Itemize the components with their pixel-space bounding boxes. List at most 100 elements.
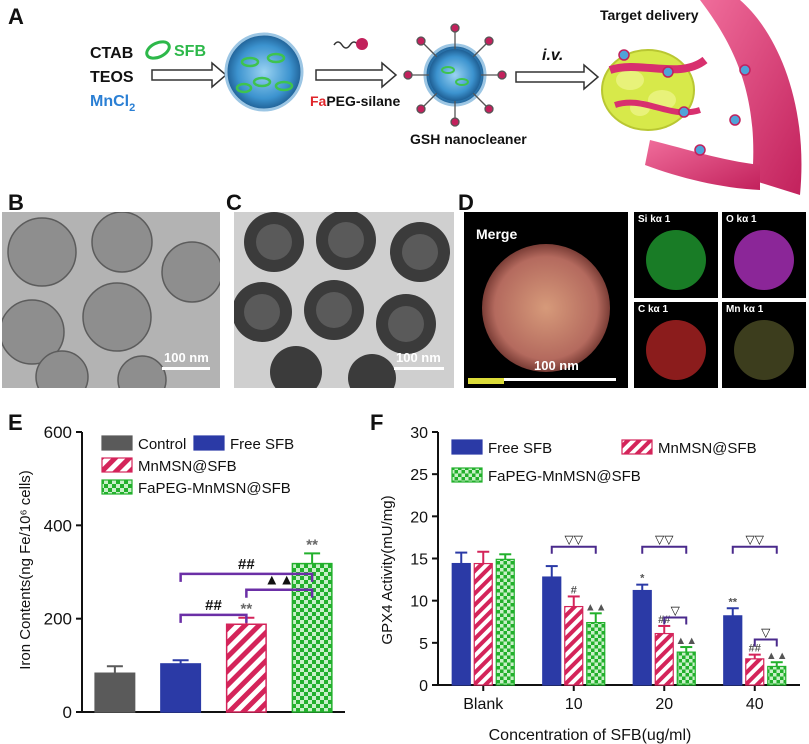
merge-label: Merge [476,226,518,242]
tem-c-scale-label: 100 nm [396,350,441,365]
chart-e-bracket-label: ## [238,556,255,573]
tem-image-b: 100 nm [2,212,220,388]
chart-f-legend-label: MnMSN@SFB [658,440,757,457]
blood-vessel-tumor-icon [601,0,802,195]
chart-f-xtick-label: Blank [463,696,504,713]
chart-e-significance: ** [241,601,253,618]
chart-f-bar [767,665,787,686]
chart-f-ytick-label: 15 [410,552,428,569]
chart-f-ytick-label: 10 [410,594,428,611]
chart-e-legend-swatch [193,435,225,451]
chart-f-significance: ▲▲ [766,650,788,662]
chart-e-ytick-label: 400 [44,516,72,535]
tem-image-c: 100 nm [234,212,454,388]
chart-f-legend-label: FaPEG-MnMSN@SFB [488,468,641,485]
chart-e-legend-label: Control [138,436,186,453]
chart-f-legend-swatch [621,439,653,455]
tem-image-b-particles [2,212,220,388]
chart-f-significance: # [571,584,577,596]
tem-b-scale-label: 100 nm [164,350,209,365]
reagent-teos: TEOS [90,69,134,86]
chart-f-bar [654,632,674,686]
eds-map-si: Si kα 1 [634,212,718,298]
chart-f-bracket-label: ▽▽ [565,533,584,547]
injection-arrow-icon [515,63,600,91]
chart-e-legend-label: MnMSN@SFB [138,458,237,475]
chart-e-significance: ** [306,536,318,553]
chart-e-ytick-label: 0 [63,703,72,722]
map-mn-label: Mn kα 1 [726,304,764,315]
map-c-label: C kα 1 [638,304,669,315]
synthesis-arrow-1-icon [151,61,228,89]
chart-e-ylabel: Iron Contents(ng Fe/10⁶ cells) [17,470,34,670]
chart-f-bracket [641,545,688,554]
tem-b-scalebar [162,367,210,370]
chart-f-xtick-label: 20 [655,696,673,713]
chart-e-bracket-label: ## [205,597,222,614]
chart-f-significance: ** [728,596,737,608]
fapeg-silane-label: FaPEG-silane [310,93,400,109]
map-o-label: O kα 1 [726,214,757,225]
chart-e-bar [94,672,136,713]
chart-f-legend-swatch [451,467,483,483]
chart-f-ytick-label: 0 [419,678,428,695]
panel-label-c: C [226,190,242,215]
chart-f-bracket [550,545,597,554]
chart-f-legend-label: Free SFB [488,440,552,457]
iron-content-chart: Iron Contents(ng Fe/10⁶ cells) 0 200 400 60… [17,423,345,722]
chart-f-bracket [753,638,778,647]
chart-e-legend-swatch [101,435,133,451]
chart-e-legend-label: FaPEG-MnMSN@SFB [138,480,291,497]
chart-e-bracket-label: ▲▲ [264,572,294,589]
eds-map-o: O kα 1 [722,212,806,298]
chart-f-bar [632,589,652,686]
chart-f-bracket [663,616,688,625]
chart-f-bar [564,605,584,686]
chart-f-bar [723,615,743,686]
chart-f-xtick-label: 10 [565,696,583,713]
chart-f-xtick-label: 40 [746,696,764,713]
chart-f-bracket-label: ▽▽ [655,533,674,547]
merge-scale-label: 100 nm [534,358,579,373]
chart-f-bracket-label: ▽ [671,604,681,618]
reagent-mncl2: MnCl2 [90,93,135,114]
eds-merge-image: Merge 100 nm [464,212,628,388]
chart-e-ytick-label: 200 [44,610,72,629]
chart-f-xlabel: Concentration of SFB(ug/ml) [489,727,692,744]
mnmsn-sfb-nanoparticle-icon [224,32,304,112]
gpx4-activity-chart: GPX4 Activity(mU/mg) Concentration of SF… [379,425,800,744]
chart-e-bar [160,663,202,713]
chart-e-legend-swatch [101,457,133,473]
chart-e-bracket [179,613,248,623]
chart-f-bar [676,651,696,686]
fapeg-silane-molecule-icon [333,38,368,50]
panel-label-f: F [370,410,384,435]
chart-e-bar [225,623,267,713]
chart-f-ytick-label: 20 [410,509,428,526]
merge-scalebar [504,378,616,381]
chart-e-bracket [179,572,314,582]
chart-f-ytick-label: 30 [410,425,428,442]
iv-label: i.v. [542,47,563,64]
chart-e-ytick-label: 600 [44,423,72,442]
chart-f-significance: ▲▲ [675,635,697,647]
chart-f-ylabel: GPX4 Activity(mU/mg) [379,495,396,644]
eds-map-c: C kα 1 [634,302,718,388]
chart-f-significance: * [640,573,645,585]
chart-f-bar [495,558,515,686]
target-delivery-label: Target delivery [600,7,699,23]
chart-f-significance: ## [749,643,761,655]
chart-f-bar [473,562,493,686]
reagent-ctab: CTAB [90,45,133,62]
tem-c-scalebar [394,367,444,370]
chart-e-legend-swatch [101,479,133,495]
panel-label-e: E [8,410,23,435]
eds-map-mn: Mn kα 1 [722,302,806,388]
sfb-label: SFB [174,43,206,60]
panel-label-d: D [458,190,474,215]
chart-f-bar [542,576,562,686]
chart-f-bracket-label: ▽ [761,625,771,639]
chart-f-bar [451,562,471,686]
panel-label-b: B [8,190,24,215]
chart-f-legend-swatch [451,439,483,455]
